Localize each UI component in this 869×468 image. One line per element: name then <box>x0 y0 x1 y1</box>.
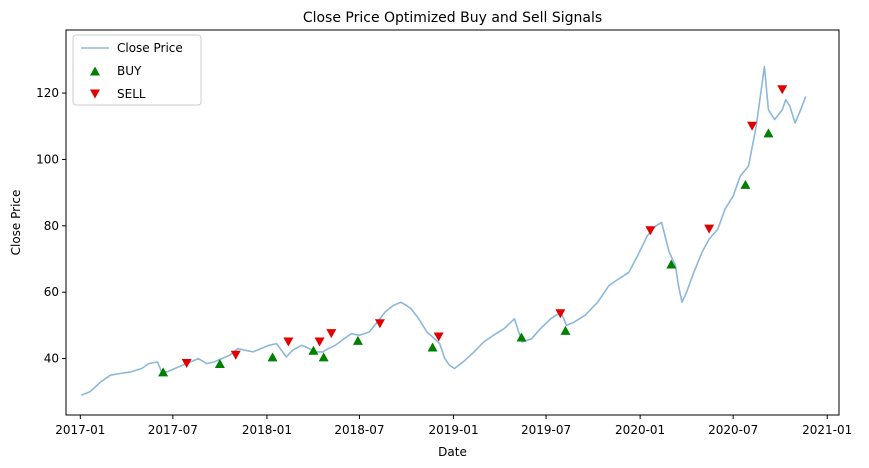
legend: Close Price BUY SELL <box>72 34 202 106</box>
buy-signal-marker <box>267 352 278 362</box>
signal-marker-layer <box>158 85 788 377</box>
x-tick-label: 2018-07 <box>334 423 384 437</box>
sell-signal-marker <box>704 224 715 234</box>
x-tick-label: 2021-01 <box>802 423 852 437</box>
y-tick-label: 60 <box>44 285 59 299</box>
buy-signal-marker <box>308 345 319 355</box>
buy-signal-marker <box>763 128 774 138</box>
x-tick-label: 2017-07 <box>148 423 198 437</box>
sell-signal-marker <box>433 332 444 342</box>
legend-label: Close Price <box>117 41 183 55</box>
sell-signal-marker <box>326 329 337 339</box>
legend-label: SELL <box>117 87 146 101</box>
legend-sell-swatch <box>90 89 100 99</box>
x-tick-label: 2019-01 <box>428 423 478 437</box>
sell-signal-marker <box>555 309 566 319</box>
legend-buy-swatch <box>90 66 100 76</box>
buy-signal-marker <box>427 342 438 352</box>
x-tick-label: 2020-01 <box>615 423 665 437</box>
x-tick-label: 2018-01 <box>242 423 292 437</box>
y-tick-label: 100 <box>36 152 59 166</box>
sell-signal-marker <box>230 350 241 360</box>
y-tick-label: 120 <box>36 86 59 100</box>
y-tick-label: 40 <box>44 352 59 366</box>
buy-signal-marker <box>666 259 677 269</box>
sell-signal-marker <box>314 337 325 347</box>
y-axis-ticks: 40 60 80 100 120 <box>36 86 66 366</box>
chart-title: Close Price Optimized Buy and Sell Signa… <box>303 10 602 26</box>
buy-signal-marker <box>352 335 363 345</box>
buy-signal-marker <box>560 325 571 335</box>
x-tick-label: 2020-07 <box>708 423 758 437</box>
sell-signal-marker <box>283 337 294 347</box>
buy-signal-marker <box>740 179 751 189</box>
sell-signal-marker <box>181 359 192 369</box>
buy-signal-marker <box>158 367 169 377</box>
x-tick-label: 2019-07 <box>521 423 571 437</box>
sell-signal-marker <box>374 319 385 329</box>
plot-frame <box>65 29 840 416</box>
buy-signal-marker <box>318 352 329 362</box>
x-axis-label: Date <box>438 445 467 459</box>
legend-label: BUY <box>117 64 142 78</box>
y-axis-label: Close Price <box>9 190 23 256</box>
x-tick-label: 2017-01 <box>55 423 105 437</box>
buy-signal-marker <box>516 332 527 342</box>
legend-box <box>72 34 202 106</box>
sell-signal-marker <box>645 226 656 236</box>
sell-signal-marker <box>747 121 758 131</box>
series-close-price-line <box>81 65 807 396</box>
buy-signal-marker <box>214 359 225 369</box>
y-tick-label: 80 <box>44 219 59 233</box>
sell-signal-marker <box>777 85 788 95</box>
price-line-layer <box>81 65 807 396</box>
x-axis-ticks: 2017-01 2017-07 2018-01 2018-07 2019-01 2019-… <box>55 415 852 437</box>
